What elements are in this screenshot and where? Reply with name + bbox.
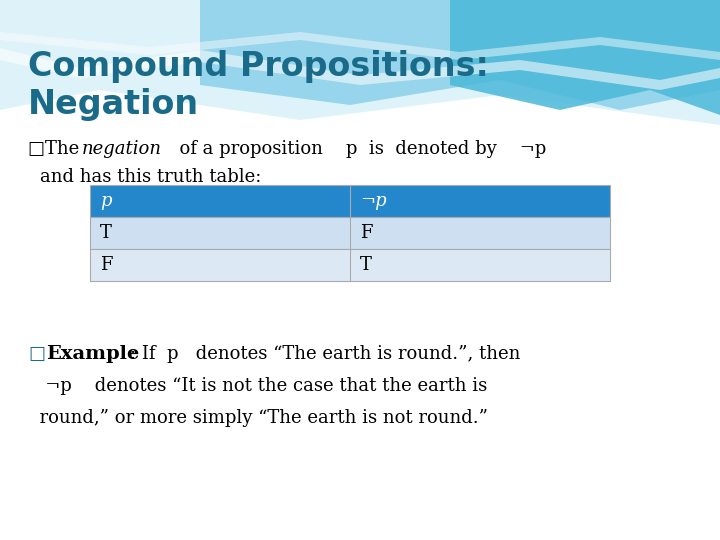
Polygon shape xyxy=(0,32,720,60)
Text: Example: Example xyxy=(46,345,139,363)
Text: Compound Propositions:: Compound Propositions: xyxy=(28,50,489,83)
Polygon shape xyxy=(0,48,720,90)
Text: ¬p    denotes “It is not the case that the earth is: ¬p denotes “It is not the case that the … xyxy=(28,377,487,395)
FancyBboxPatch shape xyxy=(90,185,610,217)
Text: and has this truth table:: and has this truth table: xyxy=(40,168,261,186)
Text: Negation: Negation xyxy=(28,88,199,121)
Text: T: T xyxy=(360,256,372,274)
Polygon shape xyxy=(450,0,720,115)
FancyBboxPatch shape xyxy=(90,249,610,281)
Text: □The: □The xyxy=(28,140,85,158)
Text: round,” or more simply “The earth is not round.”: round,” or more simply “The earth is not… xyxy=(28,409,488,427)
FancyBboxPatch shape xyxy=(90,217,610,249)
Text: p: p xyxy=(100,192,112,210)
Text: F: F xyxy=(360,224,372,242)
Text: of a proposition    p  is  denoted by    ¬p: of a proposition p is denoted by ¬p xyxy=(168,140,546,158)
Polygon shape xyxy=(200,0,720,110)
Text: F: F xyxy=(100,256,112,274)
Text: negation: negation xyxy=(82,140,162,158)
Text: ¬p: ¬p xyxy=(360,192,387,210)
Text: : If  p   denotes “The earth is round.”, then: : If p denotes “The earth is round.”, th… xyxy=(130,345,521,363)
Text: T: T xyxy=(100,224,112,242)
Text: □: □ xyxy=(28,345,45,363)
Polygon shape xyxy=(0,0,720,125)
